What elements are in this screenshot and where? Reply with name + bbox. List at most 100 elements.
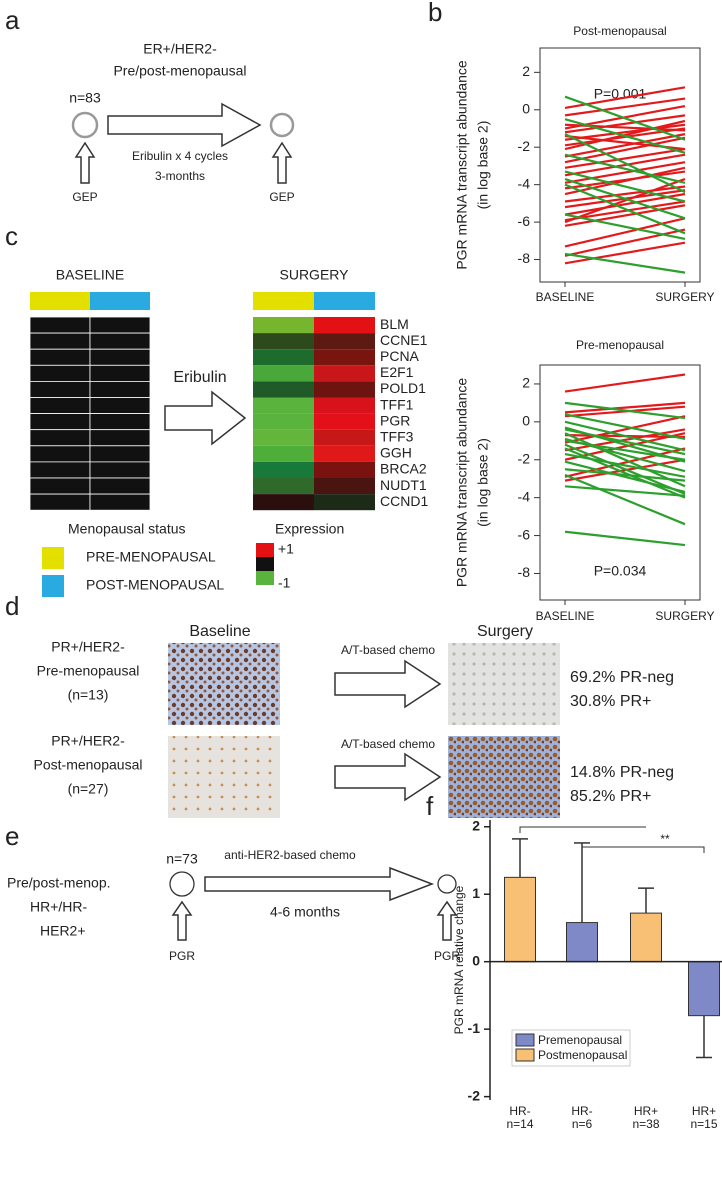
heatmap-cell (30, 446, 90, 462)
y-tick-label: -1 (468, 1020, 481, 1036)
arrow (76, 143, 94, 183)
legend-label: +1 (278, 541, 294, 557)
circle (271, 114, 293, 136)
annotation: P=0.034 (594, 563, 647, 579)
legend-swatch (42, 575, 64, 597)
group: Post-menopausal (34, 757, 143, 773)
gene-label: POLD1 (380, 380, 426, 396)
arrow (273, 143, 291, 183)
gene-label: PGR (380, 412, 410, 428)
arrow (165, 392, 245, 444)
heatmap-cell (314, 414, 375, 430)
legend-swatch (516, 1034, 534, 1046)
patient-line (565, 532, 685, 545)
legend-label: PRE-MENOPAUSAL (86, 549, 216, 565)
treatment: A/T-based chemo (341, 643, 435, 657)
heatmap-cell (253, 365, 314, 381)
status-bar (90, 292, 150, 310)
legend-title: Expression (275, 521, 344, 537)
gene-label: BRCA2 (380, 461, 427, 477)
legend-swatch (42, 547, 64, 569)
x-tick-label: SURGERY (655, 609, 714, 623)
heatmap-cell (253, 414, 314, 430)
arrow (335, 661, 440, 707)
panel-label: c (5, 221, 18, 251)
x-tick-label: n=38 (632, 1117, 659, 1131)
y-axis-label: PGR mRNA transcript abundance (454, 378, 470, 588)
heatmap-cell (314, 446, 375, 462)
header: SURGERY (280, 267, 350, 283)
x-tick-label: BASELINE (536, 609, 595, 623)
micrograph (448, 736, 560, 818)
panel-label: b (428, 0, 442, 27)
n-label: n=83 (69, 90, 101, 106)
heatmap-cell (30, 430, 90, 446)
heatmap-cell (30, 349, 90, 365)
bracket (582, 847, 704, 853)
group: HR+/HR- (30, 899, 88, 915)
heatmap-cell (314, 398, 375, 414)
group: Pre-menopausal (37, 663, 140, 679)
heatmap-cell (253, 446, 314, 462)
group: HER2+ (40, 923, 86, 939)
gene-label: CCNE1 (380, 332, 428, 348)
heatmap-cell (90, 365, 150, 381)
group: Pre/post-menop. (7, 875, 111, 891)
heatmap-cell (30, 494, 90, 510)
x-tick-label: BASELINE (536, 290, 595, 304)
y-tick-label: -6 (518, 213, 531, 229)
heatmap-cell (90, 317, 150, 333)
group: PR+/HER2- (51, 733, 125, 749)
heatmap-cell (30, 365, 90, 381)
chart-title: Pre-menopausal (576, 338, 664, 352)
heatmap-cell (90, 494, 150, 510)
heatmap-cell (253, 398, 314, 414)
x-tick-label: n=14 (506, 1117, 533, 1131)
y-tick-label: -4 (518, 175, 531, 191)
heatmap-cell (30, 317, 90, 333)
heatmap-cell (314, 317, 375, 333)
y-tick-label: -2 (518, 450, 531, 466)
x-tick-label: SURGERY (655, 290, 714, 304)
heatmap-cell (253, 494, 314, 510)
group: (n=13) (68, 687, 109, 703)
group: PR+/HER2- (51, 639, 125, 655)
heatmap-cell (90, 381, 150, 397)
heatmap-cell (30, 333, 90, 349)
y-axis-label: (in log base 2) (475, 438, 491, 527)
y-tick-label: -2 (468, 1087, 481, 1103)
bar (689, 962, 720, 1016)
panel-label: e (5, 821, 19, 851)
x-tick-label: HR+ (634, 1104, 658, 1118)
heatmap-cell (314, 494, 375, 510)
bar (567, 923, 598, 962)
title: ER+/HER2- (143, 41, 217, 57)
result: 69.2% PR-neg (570, 669, 674, 686)
arrow (108, 104, 260, 146)
y-tick-label: -2 (518, 138, 531, 154)
y-axis-label: (in log base 2) (475, 121, 491, 210)
heatmap-cell (90, 349, 150, 365)
arrow (205, 868, 432, 900)
heatmap-cell (30, 414, 90, 430)
x-tick-label: n=6 (572, 1117, 593, 1131)
y-tick-label: -8 (518, 564, 531, 580)
legend-label: POST-MENOPAUSAL (86, 577, 224, 593)
y-tick-label: -4 (518, 488, 531, 504)
treatment: 4-6 months (270, 904, 340, 920)
heatmap-cell (253, 478, 314, 494)
chart-title: Post-menopausal (573, 24, 666, 38)
heatmap-cell (30, 478, 90, 494)
legend-label: Premenopausal (538, 1033, 622, 1047)
treatment: A/T-based chemo (341, 737, 435, 751)
timepoint: GEP (72, 190, 97, 204)
heatmap-cell (253, 317, 314, 333)
legend-swatch (256, 543, 274, 557)
heatmap-cell (314, 381, 375, 397)
result: 85.2% PR+ (570, 788, 651, 805)
heatmap-cell (314, 349, 375, 365)
status-bar (253, 292, 314, 310)
legend-swatch (256, 571, 274, 585)
bar (631, 913, 662, 962)
